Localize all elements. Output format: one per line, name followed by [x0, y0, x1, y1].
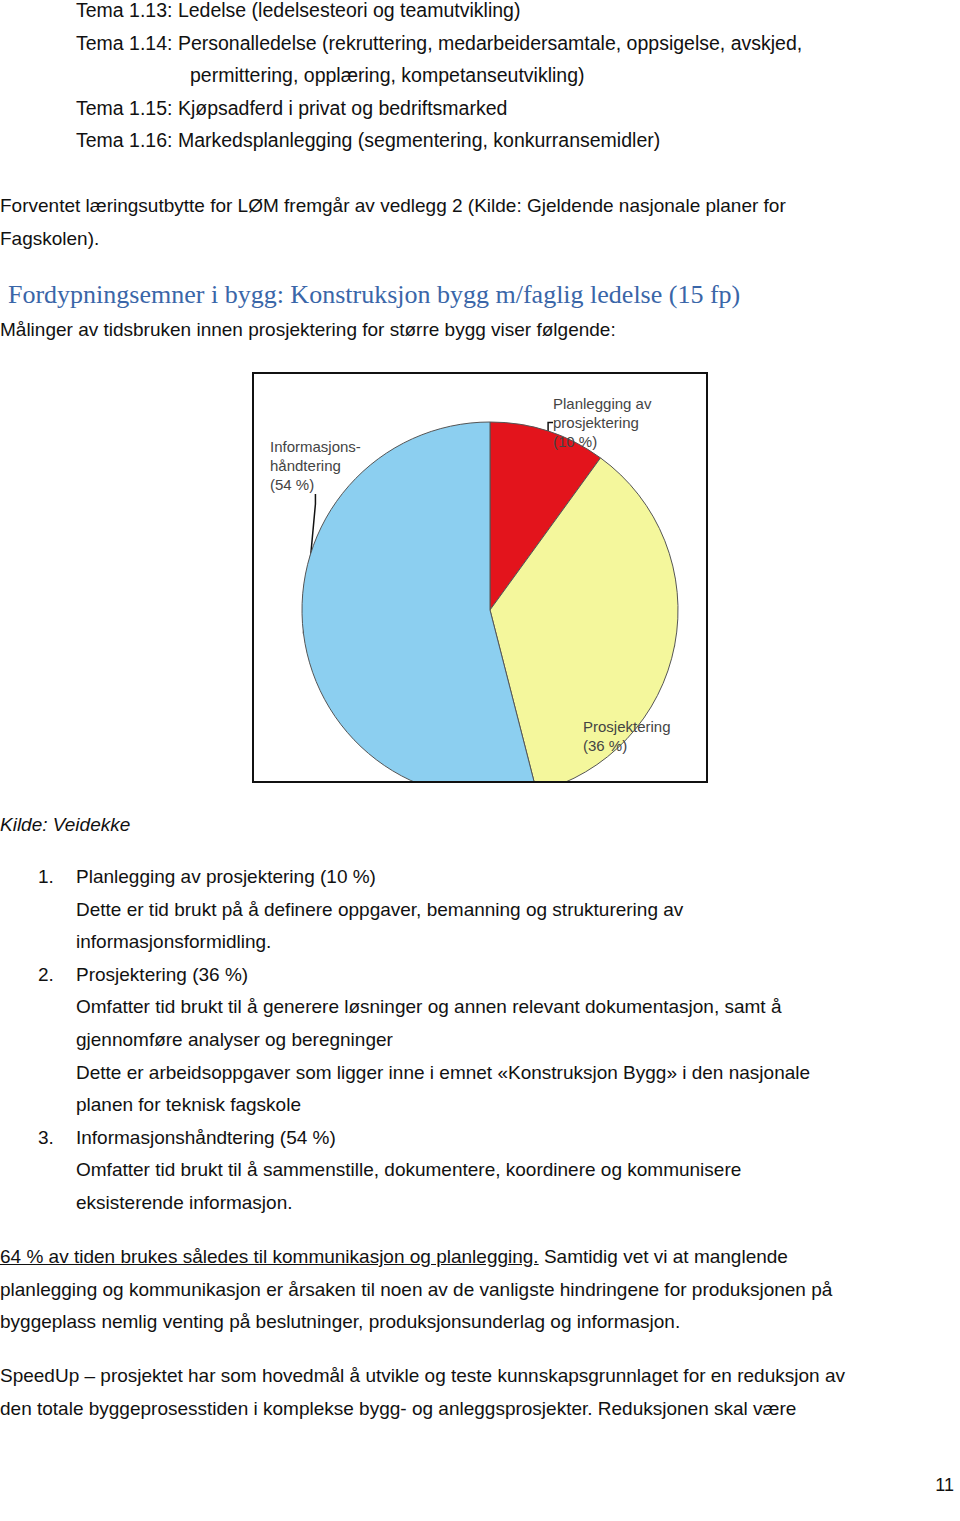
html-text:11: 11 — [935, 1475, 954, 1495]
html-text:Planlegging av prosjektering (: Planlegging av prosjektering (10 %) — [76, 866, 376, 887]
html-text:Fordypningsemner i bygg: Konst: Fordypningsemner i bygg: Konstruksjon by… — [8, 280, 741, 309]
html-text:informasjonsformidling.: informasjonsformidling. — [76, 931, 272, 953]
html-text:Informasjonshåndtering (54 %): Informasjonshåndtering (54 %) — [76, 1126, 336, 1148]
html-text:Tema 1.15: Kjøpsadferd i priva: Tema 1.15: Kjøpsadferd i privat og bedri… — [76, 96, 508, 119]
svg-text:håndtering: håndtering — [270, 457, 341, 474]
svg-text:Planlegging av: Planlegging av — [553, 395, 652, 412]
html-text:Tema 1.16: Markedsplanlegging: Tema 1.16: Markedsplanlegging (segmenter… — [76, 129, 661, 152]
html-text:Kilde: Veidekke: Kilde: Veidekke — [0, 814, 131, 835]
html-text:1.: 1. — [38, 866, 54, 887]
html-text:gjennomføre analyser og beregn: gjennomføre analyser og beregninger — [76, 1029, 393, 1050]
html-text:den totale byggeprosesstiden i: den totale byggeprosesstiden i komplekse… — [0, 1397, 797, 1419]
html-text:planen for teknisk fagskole: planen for teknisk fagskole — [76, 1094, 301, 1116]
html-text:Tema 1.13: Ledelse (ledelseste: Tema 1.13: Ledelse (ledelsesteori og tea… — [76, 0, 521, 21]
html-text:Målinger av tidsbruken innen p: Målinger av tidsbruken innen prosjekteri… — [0, 319, 616, 340]
svg-text:Informasjons-: Informasjons- — [270, 438, 361, 455]
svg-text:(10 %): (10 %) — [553, 433, 597, 450]
html-text:2.: 2. — [38, 963, 54, 985]
html-text:Prosjektering (36 %): Prosjektering (36 %) — [76, 963, 249, 985]
svg-text:Prosjektering: Prosjektering — [583, 718, 671, 735]
html-text:Dette er tid brukt på å define: Dette er tid brukt på å definere oppgave… — [76, 898, 684, 920]
svg-text:(54 %): (54 %) — [270, 476, 314, 493]
html-text:eksisterende informasjon.: eksisterende informasjon. — [76, 1192, 293, 1213]
svg-text:(36 %): (36 %) — [583, 737, 627, 754]
html-text:planlegging og kommunikasjon e: planlegging og kommunikasjon er årsaken … — [0, 1278, 833, 1300]
svg-text:prosjektering: prosjektering — [553, 414, 639, 431]
html-text:Forventet læringsutbytte for L: Forventet læringsutbytte for LØM fremgår… — [0, 195, 786, 216]
html-text:64 % av tiden brukes således t: 64 % av tiden brukes således til kommuni… — [0, 1246, 788, 1267]
html-text:3.: 3. — [38, 1126, 54, 1148]
html-text:SpeedUp – prosjektet har som h: SpeedUp – prosjektet har som hovedmål å … — [0, 1365, 845, 1386]
html-text:Fagskolen).: Fagskolen). — [0, 227, 100, 249]
html-text:Omfatter tid brukt til å gener: Omfatter tid brukt til å generere løsnin… — [76, 996, 782, 1018]
html-text:permittering, opplæring, kompe: permittering, opplæring, kompetanseutvik… — [190, 64, 585, 87]
html-text:byggeplass nemlig venting på b: byggeplass nemlig venting på beslutninge… — [0, 1311, 681, 1333]
html-text:Omfatter tid brukt til å samme: Omfatter tid brukt til å sammenstille, d… — [76, 1159, 742, 1181]
html-text:Dette er arbeidsoppgaver som l: Dette er arbeidsoppgaver som ligger inne… — [76, 1061, 811, 1083]
html-text:Tema 1.14: Personalledelse (re: Tema 1.14: Personalledelse (rekruttering… — [76, 31, 803, 54]
